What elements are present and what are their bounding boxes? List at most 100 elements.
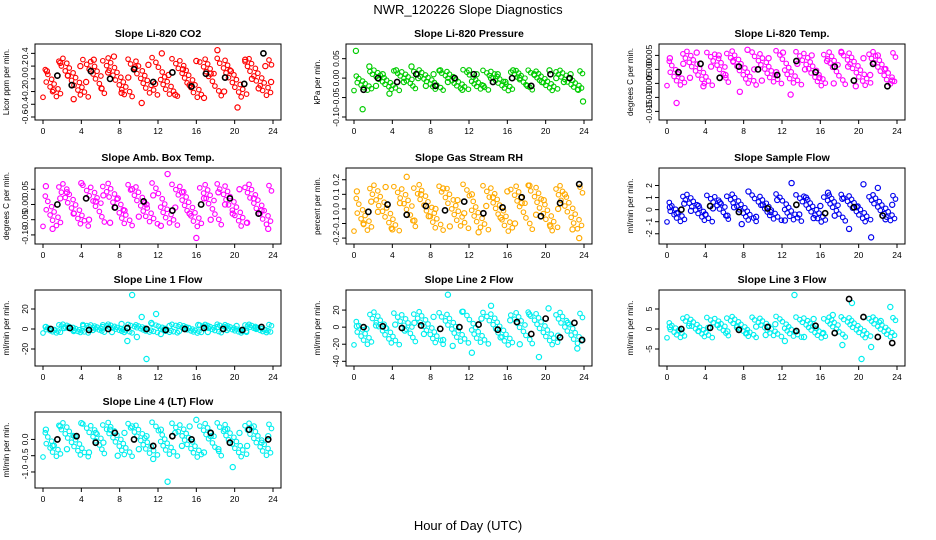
scatter-point-band [172, 60, 179, 67]
scatter-point [389, 226, 396, 233]
scatter-point-band [664, 334, 670, 341]
scatter-point-band [807, 59, 814, 65]
scatter-point-band [882, 65, 889, 72]
scatter-point-band [196, 59, 203, 65]
scatter-point-band [202, 56, 208, 63]
x-tick-label: 24 [892, 126, 902, 136]
panel-5: Slope Gas Stream RH percent per min. 0 4 8 12… [313, 152, 593, 260]
scatter-point-band [105, 419, 112, 426]
y-tick-label: -0.05 [20, 210, 30, 230]
scatter-point [372, 82, 380, 90]
scatter-point-band [248, 60, 255, 67]
scatter-point-band [112, 77, 119, 83]
scatter-point-band [148, 210, 154, 217]
scatter-point [774, 196, 781, 204]
scatter-point-band [56, 184, 62, 190]
scatter-point-band [188, 445, 194, 452]
scatter-point-band [700, 69, 707, 76]
scatter-point-band [58, 189, 65, 196]
scatter-point-band [135, 189, 142, 196]
scatter-point [736, 88, 744, 96]
scatter-point-band [786, 75, 793, 82]
scatter-point-band [871, 59, 877, 66]
scatter-point-band [86, 429, 93, 436]
scatter-point-band [79, 84, 85, 91]
scatter-point-black [68, 81, 76, 89]
scatter-point-band [818, 219, 825, 225]
x-tick-label: 24 [892, 250, 902, 260]
scatter-point-band [800, 50, 807, 57]
y-tick-label: -0.4 [20, 97, 30, 112]
scatter-point-band [72, 74, 79, 81]
scatter-point-band [159, 195, 166, 202]
x-tick-label: 4 [703, 372, 708, 382]
scatter-point-band [559, 313, 566, 320]
scatter-point [791, 291, 798, 299]
scatter-point-band [101, 450, 108, 457]
scatter-point-band [266, 182, 272, 189]
scatter-point-band [534, 199, 540, 206]
scatter-point [98, 85, 105, 92]
scatter-point-band [425, 321, 431, 327]
scatter-point [716, 199, 723, 206]
scatter-point-band [71, 443, 77, 450]
scatter-point-band [781, 325, 788, 332]
scatter-point-band [861, 71, 868, 78]
panel-ylabel: kPa per min. [313, 60, 322, 105]
x-tick-label: 8 [741, 126, 746, 136]
panel-title: Slope Line 1 Flow [114, 274, 204, 286]
scatter-point-black [360, 86, 367, 94]
x-tick-label: 24 [892, 372, 902, 382]
scatter-point-band [77, 92, 84, 98]
scatter-point-band [232, 445, 238, 452]
scatter-point [866, 71, 874, 79]
scatter-point-black [360, 323, 367, 331]
scatter-point-band [442, 72, 449, 79]
scatter-point-band [783, 60, 790, 67]
scatter-point-band [853, 69, 860, 76]
x-tick-label: 12 [777, 126, 787, 136]
scatter-point-band [470, 320, 477, 327]
scatter-point-band [572, 329, 579, 336]
scatter-point-band [866, 315, 872, 322]
scatter-point-band [444, 185, 450, 192]
scatter-point [779, 49, 787, 56]
scatter-point-band [820, 315, 827, 322]
x-tick-label: 8 [117, 372, 122, 382]
scatter-point-band [40, 94, 46, 101]
scatter-point-band [155, 64, 162, 71]
scatter-point-black [197, 201, 205, 208]
scatter-point-black [432, 82, 439, 90]
scatter-point-band [483, 188, 490, 195]
scatter-point-black [379, 322, 387, 330]
scatter-point [353, 323, 361, 330]
scatter-point-band [777, 316, 783, 322]
scatter-point-band [47, 83, 53, 90]
scatter-point-band [96, 208, 103, 215]
scatter-point-band [53, 93, 60, 100]
scatter-point-band [150, 215, 157, 222]
scatter-point-band [137, 75, 144, 82]
scatter-point-band [112, 439, 119, 445]
scatter-point-band [722, 64, 728, 70]
scatter-point-band [709, 82, 716, 89]
scatter-point [752, 213, 760, 221]
scatter-point-band [225, 74, 232, 81]
scatter-point [145, 61, 152, 69]
scatter-point [530, 71, 538, 78]
scatter-point-black [470, 70, 478, 78]
scatter-point-band [876, 198, 883, 205]
scatter-point-band [359, 206, 366, 213]
scatter-point-band [154, 92, 161, 98]
scatter-point-band [76, 441, 83, 447]
scatter-point-black [869, 60, 877, 68]
scatter-point-band [874, 64, 881, 70]
scatter-point [546, 67, 553, 74]
scatter-point-band [703, 73, 709, 80]
x-tick-label: 24 [268, 126, 278, 136]
scatter-point-black [393, 78, 401, 86]
scatter-point-band [164, 440, 171, 447]
scatter-point-band [755, 199, 762, 205]
scatter-point [729, 57, 737, 65]
scatter-point-band [461, 335, 468, 342]
